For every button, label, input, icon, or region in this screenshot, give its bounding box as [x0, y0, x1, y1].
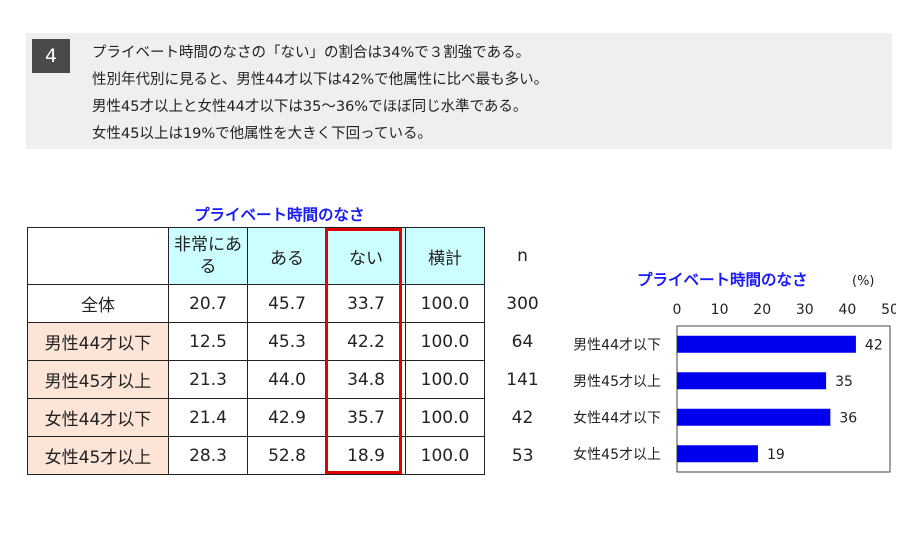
header-total: 横計 [405, 227, 485, 285]
survey-table: 非常にある ある ない 横計 n 全体 20.7 45.7 33.7 100.0… [27, 227, 561, 475]
cell-value: 35.7 [326, 398, 406, 437]
cell-value: 21.4 [168, 398, 248, 437]
bar [677, 335, 856, 353]
cell-value: 100.0 [405, 436, 485, 475]
header-some: ある [247, 227, 327, 285]
cell-value: 21.3 [168, 360, 248, 399]
table-row: 全体 20.7 45.7 33.7 100.0 300 [27, 284, 561, 323]
chart-unit-label: (%) [852, 274, 875, 289]
cell-value: 52.8 [247, 436, 327, 475]
cell-value: 42.2 [326, 322, 406, 361]
cell-value: 42.9 [247, 398, 327, 437]
header-n: n [517, 246, 528, 266]
cell-value: 100.0 [405, 284, 485, 323]
row-label: 男性45才以上 [27, 360, 169, 399]
cell-n: 141 [506, 369, 539, 390]
cell-value: 100.0 [405, 398, 485, 437]
highlight-column-frame [325, 228, 402, 474]
x-tick-label: 40 [838, 302, 856, 318]
note-number-badge: 4 [32, 39, 70, 73]
table-title: プライベート時間のなさ [194, 206, 365, 224]
category-label: 男性44才以下 [573, 337, 661, 353]
summary-note-box [26, 33, 892, 149]
row-label: 女性44才以下 [27, 398, 169, 437]
category-label: 男性45才以上 [573, 374, 661, 390]
note-line: 性別年代別に見ると、男性44才以下は42%で他属性に比べ最も多い。 [92, 72, 549, 88]
cell-value: 18.9 [326, 436, 406, 475]
cell-value: 28.3 [168, 436, 248, 475]
plot-frame [676, 325, 891, 473]
header-blank-cell [27, 227, 169, 285]
cell-value: 20.7 [168, 284, 248, 323]
category-label: 女性45才以上 [573, 446, 661, 463]
data-label: 36 [839, 410, 857, 426]
table-row: 男性44才以下 12.5 45.3 42.2 100.0 64 [27, 322, 561, 361]
data-label: 35 [835, 374, 853, 390]
x-tick-label: 50 [881, 302, 896, 318]
note-line: 女性45以上は19%で他属性を大きく下回っている。 [92, 126, 432, 142]
x-tick-label: 30 [796, 302, 814, 318]
chart-title: プライベート時間のなさ [637, 271, 808, 289]
row-label: 男性44才以下 [27, 322, 169, 361]
cell-n: 64 [511, 331, 534, 352]
x-tick-label: 10 [711, 302, 729, 318]
data-label: 42 [865, 337, 883, 353]
x-tick-label: 0 [673, 302, 682, 318]
table-row: 女性45才以上 28.3 52.8 18.9 100.0 53 [27, 436, 561, 475]
bar [677, 445, 758, 463]
cell-value: 45.3 [247, 322, 327, 361]
cell-value: 34.8 [326, 360, 406, 399]
cell-value: 100.0 [405, 322, 485, 361]
table-row: 男性45才以上 21.3 44.0 34.8 100.0 141 [27, 360, 561, 399]
cell-value: 12.5 [168, 322, 248, 361]
x-tick-label: 20 [753, 302, 771, 318]
data-label: 19 [767, 447, 785, 463]
note-line: 男性45才以上と女性44才以下は35～36%でほぼ同じ水準である。 [92, 99, 528, 115]
note-line: プライベート時間のなさの「ない」の割合は34%で３割強である。 [92, 45, 531, 61]
cell-value: 100.0 [405, 360, 485, 399]
horizontal-bar-chart: 0 10 20 30 40 50 男性44才以下 42 男性45才以上 35 女性44才以下 36 女性… [573, 302, 896, 473]
summary-note-text: プライベート時間のなさの「ない」の割合は34%で３割強である。 性別年代別に見る… [92, 40, 548, 148]
cell-n: 300 [506, 293, 539, 314]
bar [677, 372, 827, 390]
row-label: 全体 [27, 284, 169, 323]
table-header-row: 非常にある ある ない 横計 n [27, 227, 561, 285]
cell-n: 42 [511, 407, 534, 428]
category-label: 女性44才以下 [573, 409, 661, 426]
cell-n: 53 [511, 445, 534, 466]
row-label: 女性45才以上 [27, 436, 169, 475]
cell-value: 45.7 [247, 284, 327, 323]
cell-value: 44.0 [247, 360, 327, 399]
header-none: ない [326, 227, 406, 285]
bar [677, 408, 831, 426]
header-very-much: 非常にある [168, 227, 248, 285]
table-row: 女性44才以下 21.4 42.9 35.7 100.0 42 [27, 398, 561, 437]
